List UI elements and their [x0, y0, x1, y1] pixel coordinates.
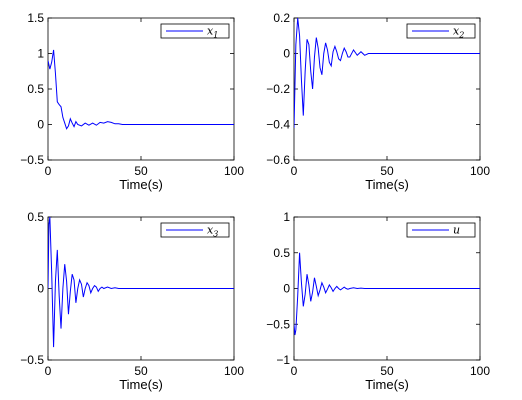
- series-line: [294, 18, 480, 129]
- y-tick-label: 1: [283, 210, 290, 224]
- y-tick-label: 1.5: [27, 11, 44, 25]
- legend-symbol: x: [207, 224, 214, 237]
- legend-symbol: x: [453, 25, 460, 38]
- axes-frame: [293, 17, 481, 161]
- legend: x2: [406, 23, 476, 40]
- y-tick-label: 0: [283, 282, 290, 296]
- y-tick-label: 0.5: [27, 210, 44, 224]
- legend: x3: [160, 222, 230, 239]
- y-tick-label: −0.4: [266, 118, 290, 132]
- legend-subscript: 1: [213, 31, 218, 40]
- series-line: [294, 252, 480, 336]
- x-axis-label: Time(s): [365, 377, 409, 392]
- x-tick-label: 50: [380, 164, 394, 178]
- legend-label: x1: [207, 25, 218, 40]
- subplot-4: −1 −0.5 0 0.5 1 0 50 100 Time(s) u: [266, 210, 490, 392]
- x-axis-label: Time(s): [119, 377, 163, 392]
- legend-symbol: x: [207, 25, 214, 38]
- y-tick-label: 0.5: [273, 246, 290, 260]
- legend-label: x2: [453, 25, 464, 40]
- y-tick-label: −0.5: [20, 353, 44, 367]
- y-tick-label: 0: [37, 282, 44, 296]
- subplot-2: −0.6 −0.4 −0.2 0 0.2 0 50 100 Time(s) x2: [266, 11, 490, 192]
- y-tick-label: −1: [276, 353, 290, 367]
- legend-label: x3: [207, 224, 218, 239]
- y-tick-label: 1: [37, 47, 44, 61]
- x-tick-label: 0: [45, 364, 52, 378]
- x-tick-label: 0: [291, 164, 298, 178]
- y-tick-label: 0: [37, 118, 44, 132]
- y-tick-label: −0.6: [266, 153, 290, 167]
- x-tick-label: 50: [380, 364, 394, 378]
- axes-frame: [47, 17, 235, 161]
- legend: u: [406, 222, 476, 238]
- x-tick-label: 50: [134, 364, 148, 378]
- legend-label: u: [453, 224, 460, 237]
- y-tick-label: −0.5: [266, 317, 290, 331]
- series-line: [48, 217, 234, 348]
- x-tick-label: 100: [224, 164, 244, 178]
- x-tick-label: 50: [134, 164, 148, 178]
- legend-subscript: 2: [458, 31, 464, 40]
- x-tick-label: 100: [224, 364, 244, 378]
- y-tick-label: 0: [283, 47, 290, 61]
- x-tick-label: 100: [470, 364, 490, 378]
- x-tick-label: 100: [470, 164, 490, 178]
- legend-subscript: 3: [213, 230, 218, 239]
- x-axis-label: Time(s): [119, 177, 163, 192]
- y-tick-label: 0.5: [27, 82, 44, 96]
- y-tick-label: 0.2: [273, 11, 290, 25]
- x-tick-label: 0: [291, 364, 298, 378]
- x-tick-label: 0: [45, 164, 52, 178]
- legend-symbol: u: [453, 224, 460, 237]
- x-axis-label: Time(s): [365, 177, 409, 192]
- y-tick-label: −0.2: [266, 82, 290, 96]
- series-line: [48, 49, 234, 130]
- y-tick-label: −0.5: [20, 153, 44, 167]
- legend: x1: [160, 23, 230, 40]
